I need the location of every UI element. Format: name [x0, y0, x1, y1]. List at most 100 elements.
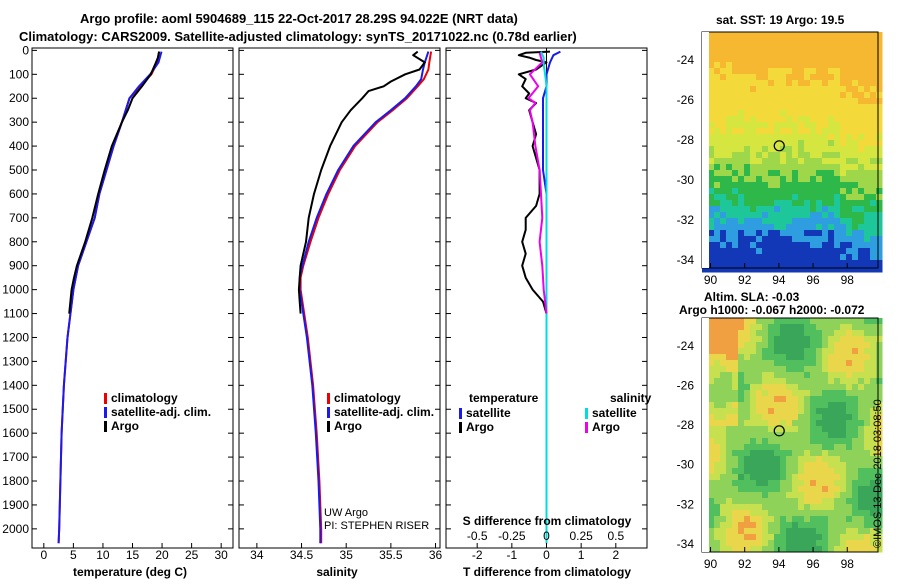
map-cell — [744, 456, 751, 463]
map-cell — [852, 164, 859, 171]
map-cell — [786, 462, 793, 469]
map-cell — [708, 468, 715, 475]
map-cell — [876, 534, 883, 541]
map-cell — [732, 396, 739, 403]
map-cell — [714, 170, 721, 177]
map-cell — [786, 122, 793, 129]
map-cell — [822, 68, 829, 75]
map-cell — [714, 110, 721, 117]
map-cell — [774, 92, 781, 99]
map-cell — [858, 366, 865, 373]
map-cell — [876, 230, 883, 237]
salinity-legend-label: satellite-adj. clim. — [334, 405, 434, 419]
map-cell — [804, 408, 811, 415]
map-cell — [708, 498, 715, 505]
map-cell — [738, 110, 745, 117]
map-cell — [870, 546, 877, 553]
map-cell — [768, 324, 775, 331]
map-cell — [798, 104, 805, 111]
map-cell — [726, 408, 733, 415]
map-cell — [816, 176, 823, 183]
map-cell — [750, 456, 757, 463]
map-cell — [786, 80, 793, 87]
map-cell — [786, 534, 793, 541]
map-cell — [846, 408, 853, 415]
map-cell — [774, 402, 781, 409]
map-cell — [822, 134, 829, 141]
map-cell — [786, 218, 793, 225]
salinity-tick-label: 35 — [340, 548, 354, 562]
map-cell — [846, 474, 853, 481]
map-cell — [798, 110, 805, 117]
map-cell — [750, 474, 757, 481]
map-cell — [864, 540, 871, 547]
sla-map-subtitle: Argo h1000: -0.067 h2000: -0.072 — [679, 303, 865, 317]
map-cell — [798, 432, 805, 439]
map-cell — [714, 360, 721, 367]
map-cell — [708, 236, 715, 243]
map-cell — [738, 450, 745, 457]
map-cell — [738, 92, 745, 99]
map-cell — [834, 104, 841, 111]
map-cell — [828, 164, 835, 171]
temperature-legend-label: Argo — [111, 419, 139, 433]
map-cell — [768, 260, 775, 267]
map-cell — [732, 98, 739, 105]
map-cell — [816, 330, 823, 337]
map-cell — [744, 378, 751, 385]
map-cell — [846, 266, 853, 273]
map-cell — [768, 146, 775, 153]
map-cell — [846, 98, 853, 105]
map-cell — [852, 56, 859, 63]
map-cell — [708, 242, 715, 249]
map-cell — [846, 188, 853, 195]
map-cell — [714, 480, 721, 487]
map-cell — [876, 330, 883, 337]
map-cell — [810, 366, 817, 373]
map-cell — [720, 348, 727, 355]
map-cell — [798, 266, 805, 273]
map-cell — [828, 474, 835, 481]
map-cell — [864, 378, 871, 385]
map-cell — [756, 116, 763, 123]
map-cell — [756, 390, 763, 397]
map-cell — [864, 492, 871, 499]
map-cell — [738, 248, 745, 255]
map-cell — [786, 378, 793, 385]
map-cell — [780, 516, 787, 523]
map-cell — [852, 176, 859, 183]
map-cell — [852, 414, 859, 421]
map-cell — [738, 194, 745, 201]
map-cell — [750, 38, 757, 45]
map-cell — [738, 80, 745, 87]
map-cell — [858, 522, 865, 529]
map-cell — [762, 194, 769, 201]
map-cell — [738, 152, 745, 159]
map-cell — [708, 182, 715, 189]
map-cell — [780, 50, 787, 57]
map-cell — [858, 456, 865, 463]
map-cell — [786, 134, 793, 141]
map-cell — [864, 44, 871, 51]
map-cell — [780, 134, 787, 141]
map-cell — [846, 170, 853, 177]
map-cell — [756, 224, 763, 231]
map-cell — [840, 104, 847, 111]
map-cell — [792, 32, 799, 39]
map-cell — [810, 528, 817, 535]
map-cell — [792, 134, 799, 141]
map-cell — [870, 516, 877, 523]
map-cell — [768, 444, 775, 451]
map-cell — [726, 80, 733, 87]
map-cell — [870, 206, 877, 213]
map-cell — [732, 266, 739, 273]
map-lon-label: 92 — [738, 557, 752, 571]
map-cell — [828, 110, 835, 117]
map-cell — [738, 128, 745, 135]
map-cell — [804, 62, 811, 69]
map-cell — [852, 200, 859, 207]
map-cell — [810, 336, 817, 343]
map-cell — [726, 354, 733, 361]
map-cell — [822, 384, 829, 391]
